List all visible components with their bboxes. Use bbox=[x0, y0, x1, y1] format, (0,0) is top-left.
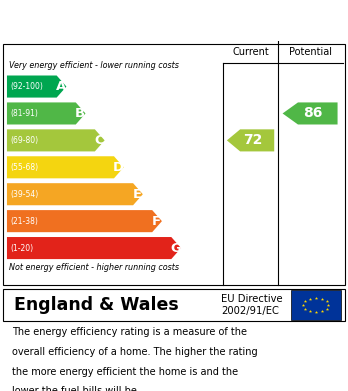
Polygon shape bbox=[227, 129, 274, 151]
Text: C: C bbox=[94, 134, 104, 147]
Text: Energy Efficiency Rating: Energy Efficiency Rating bbox=[14, 13, 224, 28]
Text: G: G bbox=[170, 242, 181, 255]
Polygon shape bbox=[7, 75, 66, 98]
Text: (1-20): (1-20) bbox=[10, 244, 33, 253]
Polygon shape bbox=[7, 129, 105, 151]
Text: 86: 86 bbox=[303, 106, 322, 120]
Text: England & Wales: England & Wales bbox=[14, 296, 179, 314]
Polygon shape bbox=[283, 102, 338, 124]
Text: (81-91): (81-91) bbox=[10, 109, 38, 118]
Text: The energy efficiency rating is a measure of the: The energy efficiency rating is a measur… bbox=[12, 327, 247, 337]
Text: lower the fuel bills will be.: lower the fuel bills will be. bbox=[12, 386, 140, 391]
Text: F: F bbox=[152, 215, 161, 228]
Text: (39-54): (39-54) bbox=[10, 190, 39, 199]
Polygon shape bbox=[7, 210, 162, 232]
Polygon shape bbox=[7, 102, 86, 124]
Text: Potential: Potential bbox=[289, 47, 332, 57]
Text: B: B bbox=[75, 107, 85, 120]
Text: E: E bbox=[133, 188, 142, 201]
Text: A: A bbox=[56, 80, 66, 93]
Text: 2002/91/EC: 2002/91/EC bbox=[221, 306, 279, 316]
Text: (21-38): (21-38) bbox=[10, 217, 38, 226]
Text: Not energy efficient - higher running costs: Not energy efficient - higher running co… bbox=[9, 264, 179, 273]
Polygon shape bbox=[7, 183, 143, 205]
Bar bbox=[291, 290, 341, 320]
Text: Current: Current bbox=[232, 47, 269, 57]
Text: (69-80): (69-80) bbox=[10, 136, 39, 145]
Text: the more energy efficient the home is and the: the more energy efficient the home is an… bbox=[12, 367, 238, 377]
Text: Very energy efficient - lower running costs: Very energy efficient - lower running co… bbox=[9, 61, 179, 70]
Text: overall efficiency of a home. The higher the rating: overall efficiency of a home. The higher… bbox=[12, 347, 258, 357]
Text: EU Directive: EU Directive bbox=[221, 294, 283, 304]
Polygon shape bbox=[7, 156, 124, 178]
Text: D: D bbox=[113, 161, 124, 174]
Text: (55-68): (55-68) bbox=[10, 163, 39, 172]
Text: (92-100): (92-100) bbox=[10, 82, 43, 91]
Polygon shape bbox=[7, 237, 181, 259]
Text: 72: 72 bbox=[243, 133, 262, 147]
